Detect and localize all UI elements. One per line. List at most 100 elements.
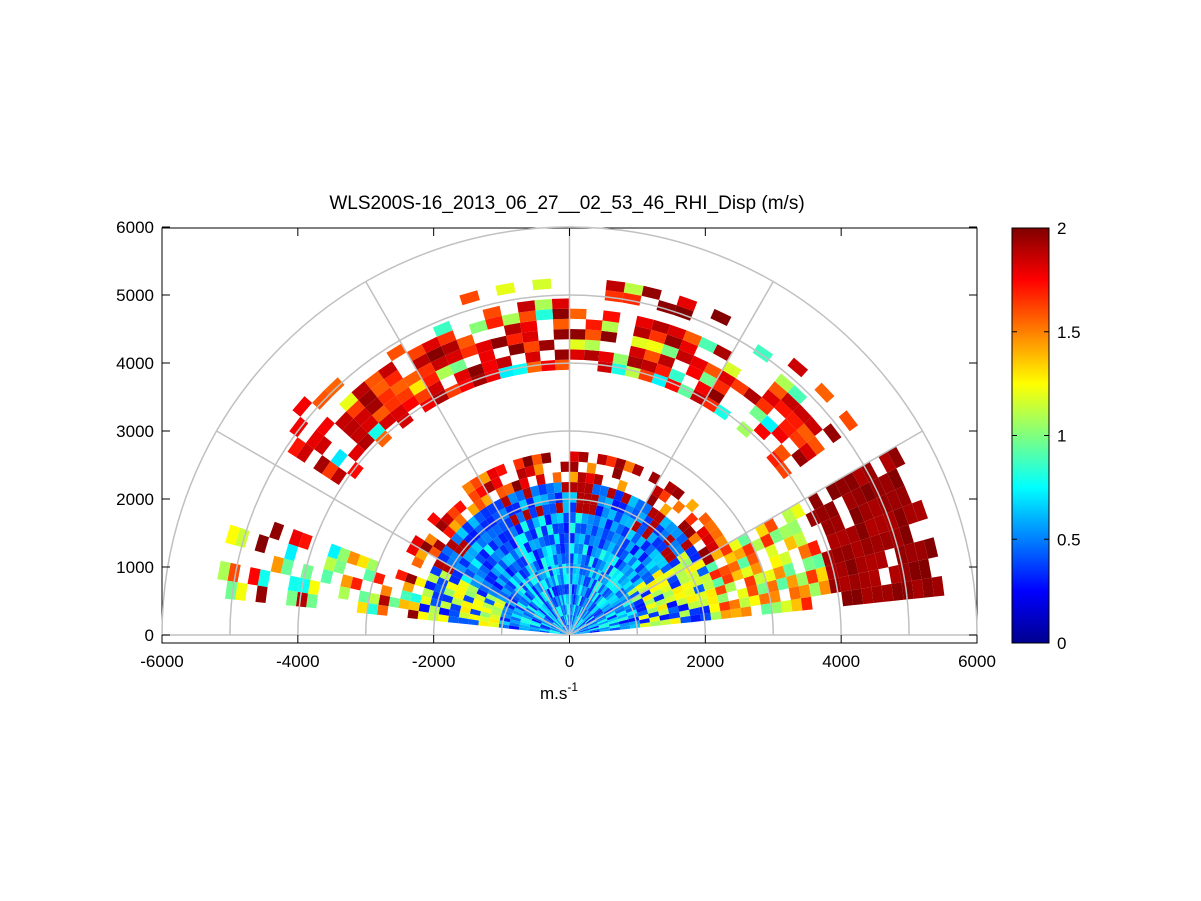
data-cell [838, 410, 858, 432]
data-cell [585, 319, 603, 331]
data-cell [499, 544, 510, 556]
data-cell [537, 515, 547, 527]
data-cell [573, 543, 580, 554]
data-cell [550, 513, 558, 525]
data-cell [469, 578, 482, 589]
data-cell [615, 523, 625, 535]
data-cell [563, 604, 567, 615]
data-cell [555, 607, 562, 617]
data-cell [577, 574, 583, 586]
data-cell [447, 506, 461, 520]
data-cell [571, 604, 575, 615]
data-cell [448, 519, 462, 533]
data-cell [648, 611, 660, 618]
data-cell [645, 602, 657, 610]
data-cell [458, 617, 469, 625]
data-cell [551, 586, 557, 597]
data-cell [540, 525, 549, 537]
data-cell [533, 583, 542, 594]
data-cell [598, 516, 608, 529]
data-cell [769, 528, 784, 544]
data-cell [584, 614, 594, 623]
data-cell [625, 540, 636, 553]
data-cell [545, 482, 555, 494]
data-cell [503, 482, 515, 496]
data-cell [455, 526, 469, 540]
data-cell [506, 599, 517, 608]
data-cell [805, 569, 819, 585]
data-cell [911, 579, 925, 599]
data-cell [885, 489, 903, 511]
data-cell [555, 502, 564, 514]
data-cell [587, 514, 595, 526]
data-cell [659, 613, 671, 621]
data-cell [500, 495, 512, 508]
data-cell [534, 298, 553, 311]
data-cell [792, 531, 808, 548]
data-cell [427, 512, 441, 526]
data-cell [595, 526, 605, 538]
data-cell [611, 544, 621, 556]
data-cell [472, 598, 484, 607]
data-cell [386, 343, 407, 362]
data-cell [430, 355, 450, 372]
data-cell [468, 619, 479, 626]
data-cell [487, 589, 499, 598]
data-cell [653, 511, 666, 524]
data-cell [287, 575, 301, 592]
data-cell [560, 605, 565, 616]
data-cell [609, 624, 620, 629]
data-cell [536, 609, 546, 617]
data-cell [577, 553, 583, 565]
data-cell [368, 592, 381, 605]
data-cell [588, 625, 599, 630]
data-cell [533, 597, 543, 607]
data-cell [626, 609, 638, 617]
data-cell [663, 568, 676, 579]
data-cell [438, 607, 450, 616]
data-cell [539, 628, 550, 632]
data-cell [537, 483, 548, 496]
data-cell [519, 581, 529, 592]
data-cell [898, 562, 912, 583]
data-cell [617, 613, 628, 620]
data-cell [357, 433, 375, 451]
data-cell [689, 607, 701, 616]
data-cell [414, 576, 427, 588]
data-cell [654, 363, 672, 378]
data-cell [531, 585, 540, 596]
data-cell [535, 595, 544, 605]
data-cell [902, 503, 919, 525]
data-cell [350, 576, 363, 591]
data-cell [577, 607, 584, 617]
data-cell [667, 606, 680, 614]
data-cell [705, 587, 718, 598]
data-cell [763, 517, 779, 534]
data-cell [645, 559, 657, 571]
data-cell [752, 344, 774, 363]
data-cell [599, 585, 608, 596]
data-cell [637, 551, 649, 563]
data-cell [569, 563, 574, 574]
data-cell [697, 546, 711, 559]
data-cell [634, 498, 646, 512]
data-cell [321, 461, 339, 480]
data-cell [542, 504, 551, 516]
data-cell [537, 593, 546, 604]
data-cell [684, 512, 699, 526]
data-cell [603, 589, 613, 599]
data-cell [280, 558, 294, 576]
data-cell [602, 551, 612, 563]
data-cell [588, 556, 595, 568]
data-cell [710, 308, 732, 326]
data-cell [478, 584, 491, 594]
data-cell [707, 595, 719, 606]
data-cell [577, 622, 586, 629]
data-cell [676, 551, 690, 563]
data-cell [561, 594, 565, 606]
data-cell [730, 607, 742, 618]
data-cell [624, 602, 635, 611]
data-cell [620, 596, 632, 605]
data-cell [620, 537, 631, 550]
data-cell [553, 621, 562, 629]
